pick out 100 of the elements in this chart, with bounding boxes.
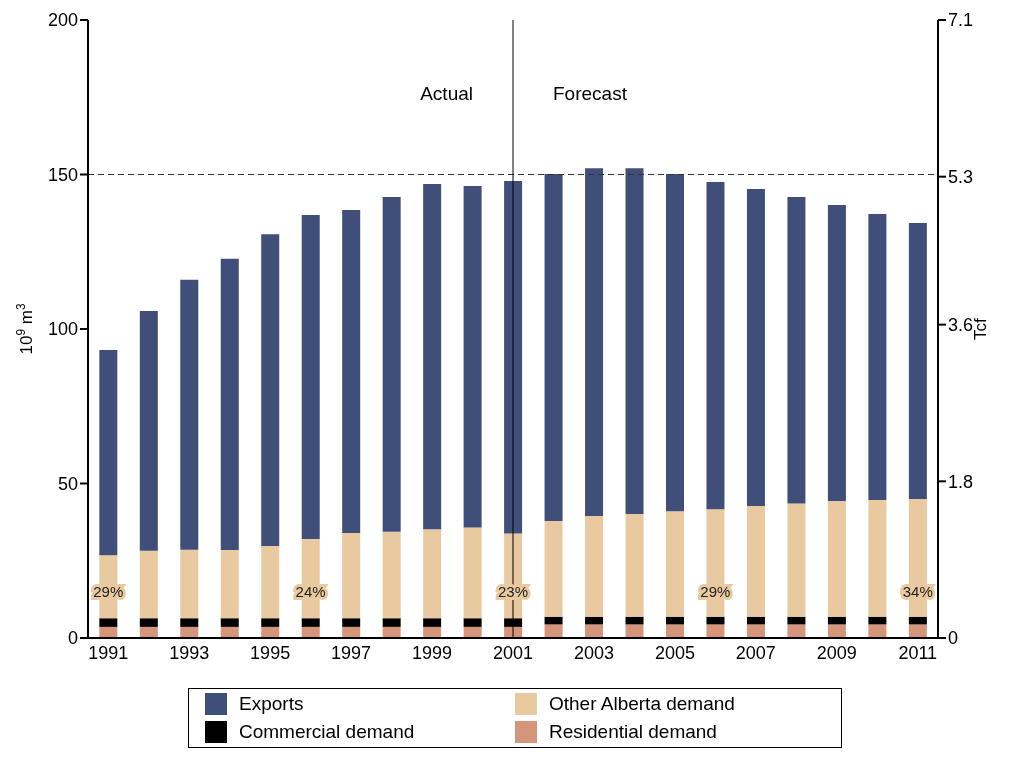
bar [585, 616, 604, 625]
x-tick-label: 2003 [573, 642, 614, 663]
annotation: 29% [700, 582, 731, 600]
bar [908, 223, 927, 499]
legend-label: Other Alberta demand [549, 693, 735, 715]
y2-tick-label: 3.6 [948, 315, 974, 336]
bar [625, 624, 644, 638]
bar [463, 626, 482, 638]
bar [99, 618, 118, 627]
bar [220, 549, 239, 619]
bar [463, 527, 482, 619]
bar [827, 501, 846, 617]
y2-tick-label: 1.8 [948, 471, 974, 492]
bar [868, 214, 887, 500]
x-tick-label: 2011 [898, 642, 938, 663]
bar [625, 168, 644, 515]
bar [99, 626, 118, 638]
bar [423, 618, 442, 627]
bar [180, 618, 199, 627]
bar [342, 210, 361, 533]
bar [585, 168, 604, 516]
y2-axis-title: Tcf [971, 317, 990, 340]
bar [868, 616, 887, 625]
bar [625, 616, 644, 625]
bar [908, 616, 927, 625]
bar [544, 616, 563, 625]
bar [544, 624, 563, 638]
bar [139, 618, 158, 627]
bar [463, 618, 482, 627]
bar [827, 205, 846, 502]
bar [261, 626, 280, 638]
annotation: 24% [295, 582, 326, 600]
annotation: Forecast [553, 83, 628, 104]
y2-tick-label: 7.1 [948, 10, 974, 31]
bar [423, 529, 442, 619]
x-tick-label: 1993 [169, 642, 210, 663]
bar [220, 626, 239, 638]
bar [463, 185, 482, 528]
bar [787, 616, 806, 625]
bar [746, 624, 765, 638]
bar [706, 616, 725, 625]
y-tick-label: 100 [47, 319, 78, 340]
bar [746, 189, 765, 507]
bar [666, 616, 684, 625]
bar [261, 234, 280, 546]
bar [342, 532, 361, 619]
bar [139, 550, 158, 619]
x-tick-label: 1997 [331, 642, 372, 663]
bar [423, 184, 442, 530]
bar [139, 626, 158, 638]
annotation: 29% [93, 582, 124, 600]
bar [585, 624, 604, 638]
annotation: Actual [420, 83, 473, 104]
x-tick-label: 2007 [735, 642, 776, 663]
bar [827, 624, 846, 638]
bar [787, 503, 806, 617]
bar [99, 350, 118, 556]
bar [787, 624, 806, 638]
bar [868, 499, 887, 617]
bar [666, 511, 684, 617]
y-tick-label: 50 [57, 473, 78, 494]
bar [746, 506, 765, 617]
bar [666, 173, 684, 512]
bar [301, 626, 320, 638]
bar [220, 618, 239, 627]
bar [261, 545, 280, 619]
bar [706, 624, 725, 638]
x-tick-label: 2005 [654, 642, 695, 663]
y2-tick-label: 0 [948, 628, 959, 649]
bar [908, 624, 927, 638]
x-tick-label: 1995 [250, 642, 291, 663]
y2-tick-label: 5.3 [948, 167, 974, 188]
y-tick-label: 0 [67, 628, 78, 649]
x-tick-label: 1991 [88, 642, 129, 663]
bar [301, 618, 320, 627]
bar [787, 197, 806, 504]
x-tick-label: 2009 [816, 642, 857, 663]
y-tick-label: 200 [47, 10, 78, 31]
bar [625, 514, 644, 617]
bar [382, 618, 401, 627]
legend-label: Residential demand [549, 721, 717, 743]
bar [868, 624, 887, 638]
bar [746, 616, 765, 625]
bar [180, 549, 199, 619]
x-tick-label: 2001 [492, 642, 534, 663]
legend-label: Exports [239, 693, 304, 715]
bar [544, 520, 563, 617]
bar [666, 624, 684, 638]
x-tick-label: 1999 [412, 642, 453, 663]
bar [139, 311, 158, 551]
bar [382, 531, 401, 619]
bar [342, 626, 361, 638]
bar [382, 197, 401, 532]
bar [706, 181, 725, 510]
annotation: 34% [902, 582, 933, 600]
bar [544, 173, 563, 521]
bar [301, 214, 320, 540]
bar [261, 618, 280, 627]
bar [220, 258, 239, 550]
bar [827, 616, 846, 625]
